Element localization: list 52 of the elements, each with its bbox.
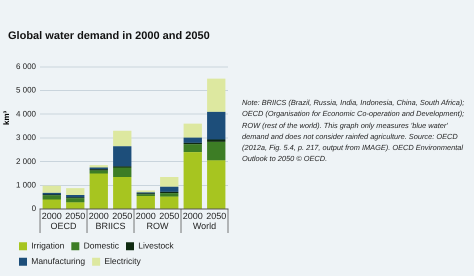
- legend-label: Irrigation: [31, 240, 65, 251]
- x-tick-label: 2000: [42, 210, 62, 221]
- y-tick-label: 0: [32, 204, 37, 214]
- bar: [113, 168, 132, 178]
- y-tick-label: 1 000: [16, 180, 37, 190]
- text: OECD: [50, 220, 78, 231]
- y-tick-label: 3 000: [16, 133, 37, 142]
- bar: [207, 78, 226, 112]
- bar: [136, 196, 155, 208]
- legend-label: Manufacturing: [31, 256, 86, 266]
- legend-label: Electricity: [104, 256, 142, 266]
- bar: [66, 188, 84, 196]
- bar: [66, 202, 84, 208]
- bar: [160, 186, 178, 192]
- x-tick-label: 2000: [88, 210, 109, 221]
- y-tick-label: 2 000: [16, 156, 37, 166]
- bar: [90, 165, 108, 168]
- bar: [160, 177, 178, 187]
- bar: [184, 138, 202, 143]
- bar: [66, 198, 84, 202]
- bar: [113, 130, 132, 146]
- x-tick-label: 2050: [112, 210, 132, 221]
- bar: [184, 152, 202, 208]
- bar: [90, 170, 108, 174]
- bar: [42, 195, 61, 200]
- bar: [113, 146, 132, 166]
- bar: [160, 193, 178, 197]
- bar: [90, 173, 108, 208]
- bar: [184, 144, 202, 152]
- bar: [113, 177, 132, 208]
- bar: [207, 112, 226, 140]
- bar: [42, 200, 61, 208]
- y-tick-label: 6 000: [16, 62, 37, 72]
- x-tick-label: 2000: [182, 210, 203, 221]
- chart-title: Global water demand in 2000 and 2050: [8, 30, 210, 42]
- bar: [207, 142, 226, 160]
- text: ROW: [146, 220, 170, 231]
- y-tick-label: 5 000: [16, 86, 37, 95]
- x-tick-label: 2050: [159, 210, 180, 221]
- text: World: [192, 220, 216, 231]
- x-tick-label: 2050: [206, 210, 226, 221]
- legend-label: Livestock: [138, 240, 174, 251]
- legend-label: Domestic: [84, 240, 120, 251]
- x-tick-label: 2050: [65, 210, 86, 221]
- y-axis-title: km³: [2, 110, 11, 125]
- y-tick-label: 4 000: [16, 109, 37, 118]
- bar: [184, 124, 202, 138]
- x-tick-label: 2000: [136, 210, 156, 221]
- bar: [42, 186, 61, 193]
- text: BRIICS: [96, 220, 126, 231]
- bar: [160, 196, 178, 208]
- bar: [207, 160, 226, 208]
